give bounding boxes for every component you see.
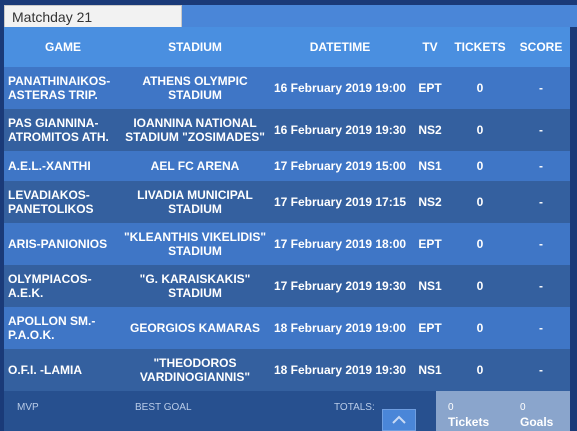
match-datetime: 17 February 2019 19:30 (273, 279, 407, 293)
col-tickets: TICKETS (454, 40, 506, 54)
goals-total-label: Goals (520, 415, 554, 429)
match-datetime: 17 February 2019 15:00 (273, 159, 407, 173)
match-stadium: "KLEANTHIS VIKELIDIS" STADIUM (123, 230, 267, 258)
match-tv: NS2 (418, 123, 442, 137)
match-game: O.F.I. -LAMIA (8, 363, 82, 377)
match-tickets: 0 (476, 237, 484, 251)
match-tickets: 0 (476, 123, 484, 137)
totals-footer: MVP BEST GOAL TOTALS: 0 Tickets 0 Goals (4, 391, 570, 431)
match-datetime: 17 February 2019 17:15 (273, 195, 407, 209)
match-rows: PANATHINAIKOS-ASTERAS TRIP. ATHENS OLYMP… (4, 67, 570, 391)
match-stadium: LIVADIA MUNICIPAL STADIUM (137, 188, 253, 216)
tickets-total: 0 (448, 402, 454, 413)
match-tickets: 0 (476, 81, 484, 95)
match-score: - (539, 123, 543, 137)
match-tickets: 0 (476, 321, 484, 335)
tickets-total-label: Tickets (448, 415, 490, 429)
match-datetime: 16 February 2019 19:30 (273, 123, 407, 137)
match-game: ARIS-PANIONIOS (8, 237, 108, 251)
match-tv: NS2 (418, 195, 442, 209)
match-tv: EPT (418, 237, 442, 251)
match-tickets: 0 (476, 279, 484, 293)
col-tv: TV (422, 40, 438, 54)
match-stadium: ATHENS OLYMPIC STADIUM (142, 74, 248, 102)
match-score: - (539, 237, 543, 251)
match-game: OLYMPIACOS-A.E.K. (8, 272, 92, 300)
match-game: LEVADIAKOS-PANETOLIKOS (8, 188, 94, 216)
match-tickets: 0 (476, 159, 484, 173)
match-tv: NS1 (418, 159, 442, 173)
table-row[interactable]: PANATHINAIKOS-ASTERAS TRIP. ATHENS OLYMP… (4, 67, 570, 109)
match-tv: EPT (418, 321, 442, 335)
match-datetime: 17 February 2019 18:00 (273, 237, 407, 251)
match-stadium: AEL FC ARENA (150, 159, 240, 173)
table-row[interactable]: LEVADIAKOS-PANETOLIKOS LIVADIA MUNICIPAL… (4, 181, 570, 223)
col-score: SCORE (519, 40, 563, 54)
tab-bar-fill (182, 5, 577, 27)
chevron-up-icon (392, 415, 406, 424)
tab-matchday[interactable]: Matchday 21 (4, 5, 182, 27)
match-tickets: 0 (476, 195, 484, 209)
table-row[interactable]: ARIS-PANIONIOS "KLEANTHIS VIKELIDIS" STA… (4, 223, 570, 265)
match-score: - (539, 195, 543, 209)
match-game: APOLLON SM.-P.A.O.K. (8, 314, 96, 342)
col-game: GAME (45, 40, 81, 54)
match-game: PAS GIANNINA-ATROMITOS ATH. (8, 116, 109, 144)
match-score: - (539, 363, 543, 377)
table-header: GAME STADIUM DATETIME TV TICKETS SCORE (4, 27, 570, 67)
table-row[interactable]: PAS GIANNINA-ATROMITOS ATH. IOANNINA NAT… (4, 109, 570, 151)
match-score: - (539, 279, 543, 293)
match-datetime: 18 February 2019 19:00 (273, 321, 407, 335)
match-tickets: 0 (476, 363, 484, 377)
top-strip (0, 0, 577, 4)
mvp-label: MVP (17, 402, 39, 413)
match-score: - (539, 321, 543, 335)
match-datetime: 18 February 2019 19:30 (273, 363, 407, 377)
table-row[interactable]: OLYMPIACOS-A.E.K. "G. KARAISKAKIS" STADI… (4, 265, 570, 307)
col-datetime: DATETIME (309, 40, 371, 54)
match-stadium: "G. KARAISKAKIS" STADIUM (139, 272, 251, 300)
totals-box: 0 Tickets 0 Goals (436, 391, 570, 431)
collapse-button[interactable] (382, 409, 416, 431)
match-score: - (539, 159, 543, 173)
right-border (570, 27, 577, 431)
match-game: PANATHINAIKOS-ASTERAS TRIP. (8, 74, 111, 102)
match-tv: NS1 (418, 363, 442, 377)
match-tv: EPT (418, 81, 442, 95)
match-game: A.E.L.-XANTHI (8, 159, 91, 173)
table-row[interactable]: A.E.L.-XANTHI AEL FC ARENA 17 February 2… (4, 151, 570, 181)
match-score: - (539, 81, 543, 95)
goals-total: 0 (520, 402, 526, 413)
match-stadium: IOANNINA NATIONAL STADIUM "ZOSIMADES" (125, 116, 265, 144)
best-goal-label: BEST GOAL (135, 402, 192, 413)
match-datetime: 16 February 2019 19:00 (273, 81, 407, 95)
match-tv: NS1 (418, 279, 442, 293)
col-stadium: STADIUM (168, 40, 222, 54)
table-row[interactable]: APOLLON SM.-P.A.O.K. GEORGIOS KAMARAS 18… (4, 307, 570, 349)
tab-label: Matchday 21 (12, 9, 93, 25)
totals-label: TOTALS: (334, 402, 375, 413)
matches-panel: GAME STADIUM DATETIME TV TICKETS SCORE P… (4, 27, 570, 431)
match-stadium: GEORGIOS KAMARAS (129, 321, 260, 335)
match-stadium: "THEODOROS VARDINOGIANNIS" (139, 356, 251, 384)
table-row[interactable]: O.F.I. -LAMIA "THEODOROS VARDINOGIANNIS"… (4, 349, 570, 391)
